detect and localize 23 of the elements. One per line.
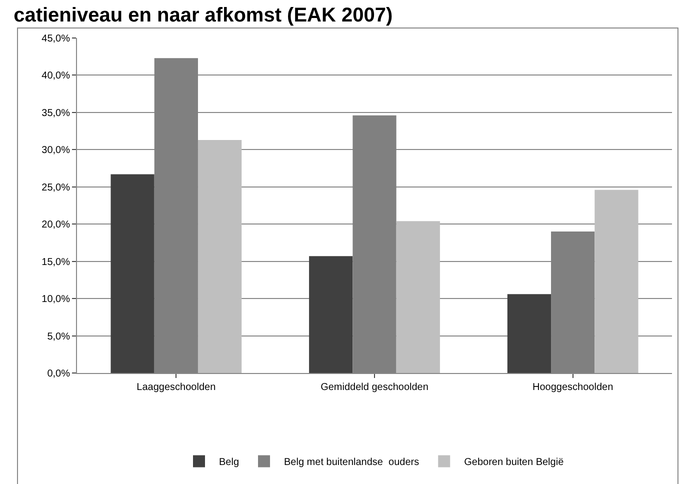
y-tick-label: 0,0% bbox=[47, 368, 70, 380]
x-tick-label: Hooggeschoolden bbox=[532, 382, 614, 393]
y-tick-label: 35,0% bbox=[42, 108, 70, 119]
bar bbox=[396, 221, 440, 373]
x-tick-label: Laaggeschoolden bbox=[136, 382, 216, 393]
y-tick-label: 10,0% bbox=[42, 294, 70, 306]
y-tick-label: 40,0% bbox=[42, 70, 70, 82]
legend-label: Geboren buiten België bbox=[464, 457, 564, 468]
y-tick-label: 45,0% bbox=[42, 34, 70, 44]
y-tick-label: 20,0% bbox=[42, 220, 70, 231]
legend-label: Belg met buitenlandse ouders bbox=[284, 457, 420, 468]
chart-title: catieniveau en naar afkomst (EAK 2007) bbox=[14, 4, 393, 26]
bar bbox=[594, 190, 638, 373]
bar bbox=[198, 140, 242, 373]
y-tick-label: 30,0% bbox=[42, 145, 70, 156]
bar bbox=[110, 174, 154, 373]
bar bbox=[507, 294, 552, 373]
y-tick-label: 5,0% bbox=[47, 331, 70, 342]
legend-label: Belg bbox=[219, 457, 240, 468]
y-tick-label: 25,0% bbox=[42, 182, 70, 194]
bar bbox=[309, 256, 353, 373]
x-tick-label: Gemiddeld geschoolden bbox=[320, 382, 428, 393]
y-tick-label: 15,0% bbox=[42, 256, 70, 268]
